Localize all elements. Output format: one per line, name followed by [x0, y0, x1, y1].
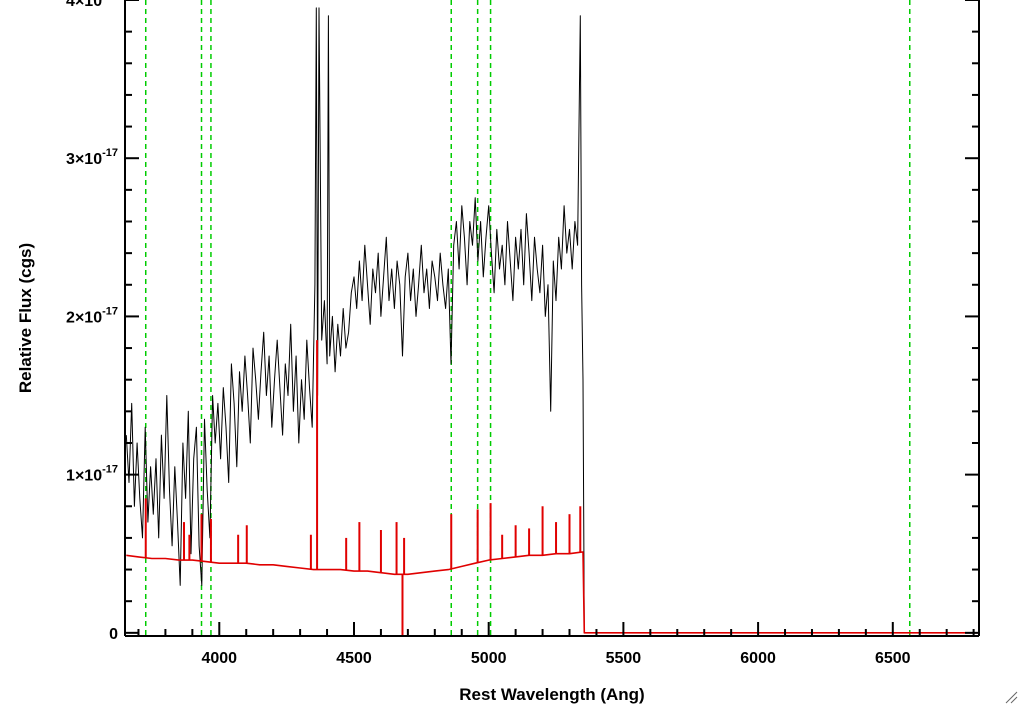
x-axis-title: Rest Wavelength (Ang) [459, 685, 644, 704]
y-axis: 0 1×10-17 2×10-17 3×10-17 4×10-17 [66, 0, 979, 643]
x-tick-label: 6500 [875, 650, 911, 667]
y-tick-label: 2×10-17 [66, 305, 118, 326]
x-tick-label: 4500 [336, 650, 372, 667]
x-tick-label: 5000 [471, 650, 507, 667]
y-tick-label: 1×10-17 [66, 464, 118, 485]
y-tick-label: 4×10-17 [66, 0, 118, 10]
series-layer [125, 7, 979, 636]
resize-grip-icon[interactable] [1004, 690, 1018, 704]
series-line-0 [125, 7, 979, 634]
x-tick-label: 5500 [606, 650, 642, 667]
plot-frame [124, 0, 980, 637]
y-tick-label: 3×10-17 [66, 147, 118, 168]
y-axis-title: Relative Flux (cgs) [16, 243, 35, 393]
reference-lines [144, 0, 911, 636]
x-tick-label: 6000 [740, 650, 776, 667]
series-line-1 [126, 551, 979, 634]
x-axis: 4000 4500 5000 5500 6000 6500 [137, 622, 975, 667]
x-tick-label: 4000 [201, 650, 237, 667]
y-tick-label: 0 [109, 626, 118, 643]
